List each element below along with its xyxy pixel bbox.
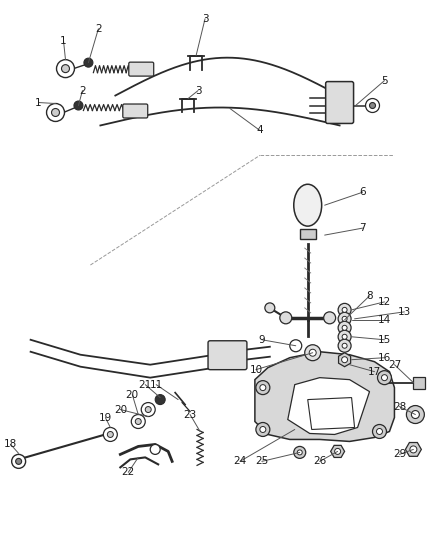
- Circle shape: [370, 102, 375, 109]
- Circle shape: [377, 429, 382, 434]
- Polygon shape: [339, 353, 351, 367]
- Circle shape: [131, 415, 145, 429]
- Circle shape: [372, 424, 386, 439]
- Circle shape: [52, 109, 60, 117]
- Circle shape: [338, 321, 351, 334]
- Circle shape: [135, 418, 141, 424]
- Text: 22: 22: [122, 467, 135, 478]
- Text: 2: 2: [79, 86, 86, 95]
- Circle shape: [338, 303, 351, 317]
- Circle shape: [406, 406, 424, 424]
- FancyBboxPatch shape: [123, 104, 148, 118]
- Polygon shape: [288, 378, 370, 434]
- Text: 17: 17: [368, 367, 381, 377]
- Text: 28: 28: [393, 401, 406, 411]
- FancyBboxPatch shape: [300, 229, 316, 239]
- Text: 13: 13: [398, 307, 411, 317]
- Circle shape: [141, 402, 155, 416]
- Text: 23: 23: [184, 409, 197, 419]
- Circle shape: [256, 423, 270, 437]
- Circle shape: [150, 445, 160, 455]
- Text: 20: 20: [126, 390, 139, 400]
- Circle shape: [342, 317, 347, 321]
- Circle shape: [338, 340, 351, 352]
- Circle shape: [12, 455, 25, 469]
- Circle shape: [145, 407, 151, 413]
- Circle shape: [342, 343, 347, 348]
- Circle shape: [46, 103, 64, 122]
- FancyBboxPatch shape: [326, 82, 353, 124]
- Polygon shape: [331, 446, 345, 457]
- Circle shape: [338, 312, 351, 325]
- Text: 6: 6: [359, 187, 366, 197]
- Circle shape: [280, 312, 292, 324]
- Circle shape: [265, 303, 275, 313]
- Circle shape: [260, 426, 266, 432]
- Text: 24: 24: [233, 456, 247, 466]
- Circle shape: [335, 448, 341, 455]
- Circle shape: [324, 312, 336, 324]
- Circle shape: [305, 345, 321, 361]
- Text: 3: 3: [195, 86, 201, 95]
- Text: 18: 18: [4, 439, 17, 449]
- Circle shape: [342, 308, 347, 312]
- Circle shape: [155, 394, 165, 405]
- Circle shape: [411, 410, 419, 418]
- Text: 5: 5: [381, 76, 388, 86]
- Ellipse shape: [294, 184, 321, 226]
- Text: 11: 11: [149, 379, 163, 390]
- Text: 12: 12: [378, 297, 391, 307]
- Text: 1: 1: [60, 36, 67, 46]
- Text: 9: 9: [258, 335, 265, 345]
- Text: 14: 14: [378, 315, 391, 325]
- Circle shape: [103, 427, 117, 441]
- Circle shape: [260, 385, 266, 391]
- FancyBboxPatch shape: [129, 62, 154, 76]
- Polygon shape: [406, 442, 421, 456]
- Circle shape: [410, 446, 417, 453]
- Polygon shape: [255, 352, 395, 441]
- Text: 16: 16: [378, 353, 391, 363]
- Text: 25: 25: [255, 456, 268, 466]
- Circle shape: [366, 99, 379, 112]
- Text: 27: 27: [388, 360, 401, 370]
- Text: 29: 29: [393, 449, 406, 459]
- Circle shape: [309, 349, 316, 356]
- Circle shape: [74, 101, 83, 110]
- Circle shape: [57, 60, 74, 78]
- Circle shape: [297, 450, 302, 455]
- Text: 15: 15: [378, 335, 391, 345]
- Circle shape: [378, 370, 392, 385]
- Circle shape: [342, 325, 347, 330]
- Circle shape: [294, 447, 306, 458]
- Circle shape: [342, 357, 348, 362]
- Circle shape: [338, 330, 351, 343]
- Text: 3: 3: [202, 14, 208, 24]
- Text: 21: 21: [138, 379, 152, 390]
- Circle shape: [381, 375, 388, 381]
- Text: 1: 1: [35, 98, 42, 108]
- Text: 10: 10: [249, 365, 262, 375]
- Circle shape: [256, 381, 270, 394]
- Circle shape: [61, 64, 70, 72]
- Circle shape: [107, 432, 113, 438]
- Text: 26: 26: [313, 456, 326, 466]
- Text: 7: 7: [359, 223, 366, 233]
- Polygon shape: [308, 398, 355, 430]
- Text: 2: 2: [95, 24, 102, 34]
- FancyBboxPatch shape: [413, 377, 425, 389]
- Circle shape: [290, 340, 302, 352]
- Text: 8: 8: [366, 291, 373, 301]
- Text: 19: 19: [99, 413, 112, 423]
- Circle shape: [84, 58, 93, 67]
- Circle shape: [16, 458, 21, 464]
- Text: 4: 4: [257, 125, 263, 135]
- Circle shape: [342, 334, 347, 340]
- FancyBboxPatch shape: [208, 341, 247, 370]
- Text: 20: 20: [114, 405, 127, 415]
